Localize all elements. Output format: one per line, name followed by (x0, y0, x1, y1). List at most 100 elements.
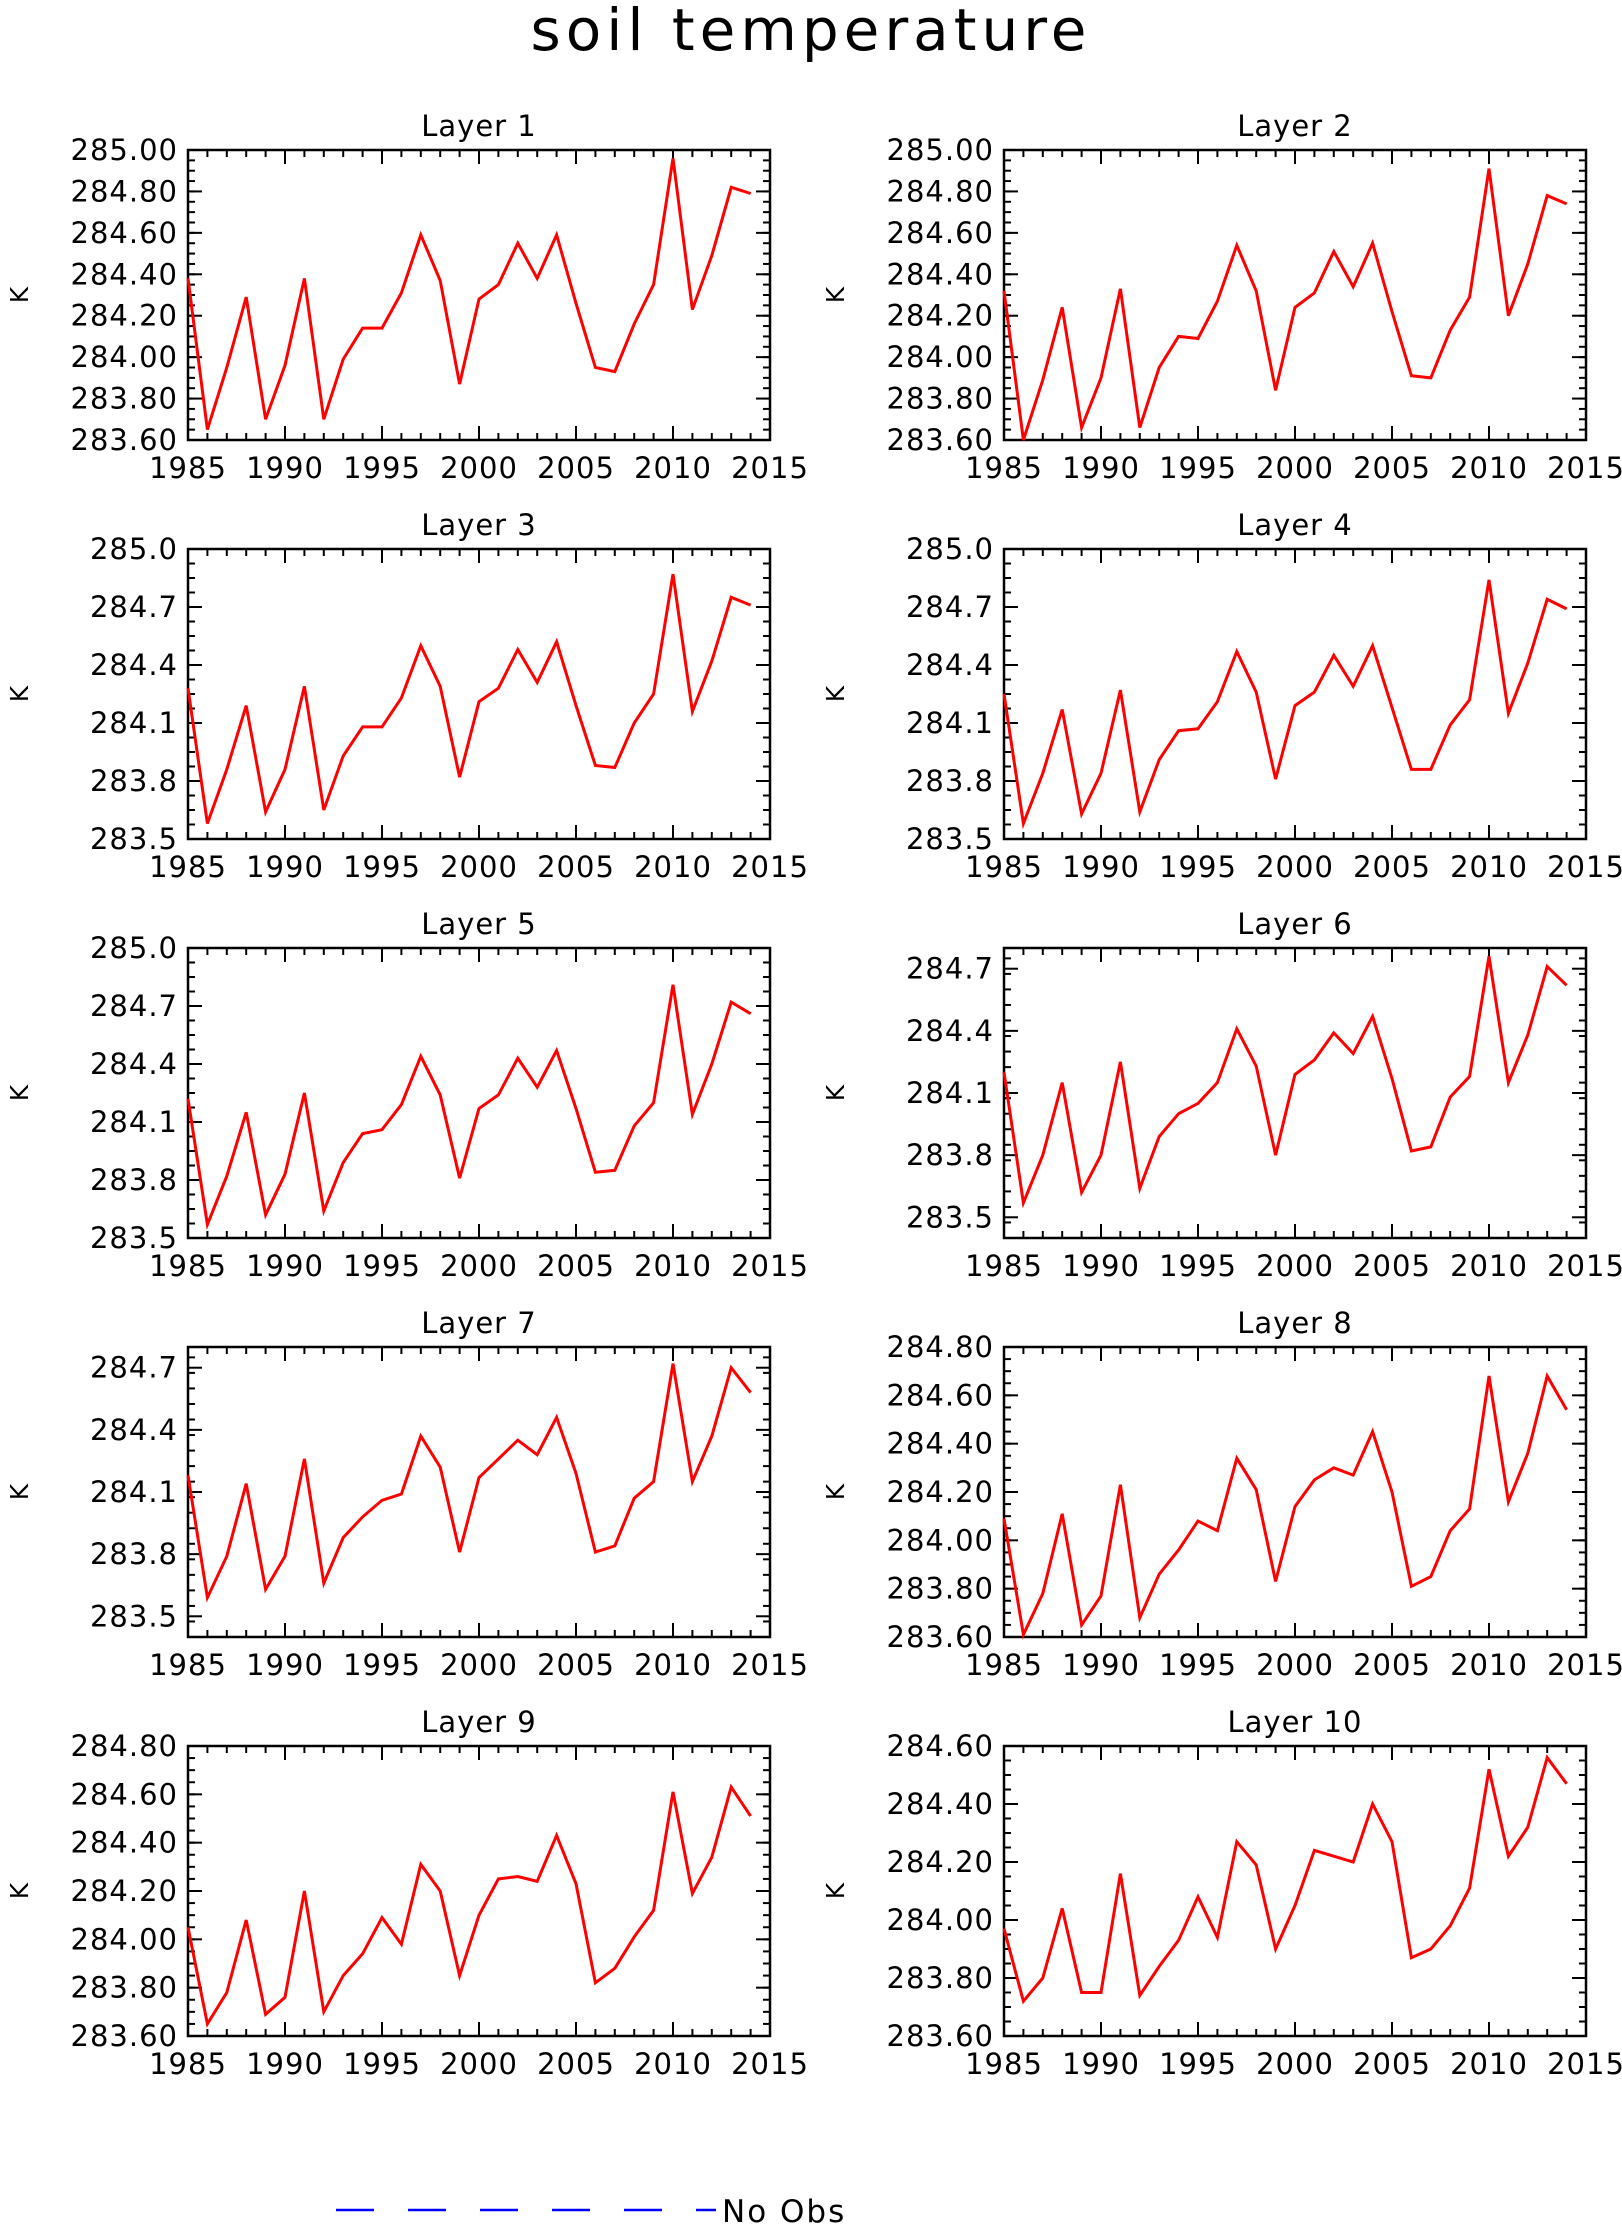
x-tick-label: 1985 (149, 1249, 227, 1283)
series-line-layer-10 (1002, 1754, 1568, 2005)
panel-layer-6: Layer 6 K 1985 1990 1995 2000 2005 2010 2015 283.… (821, 907, 1622, 1283)
x-tick-label: 2005 (1353, 451, 1431, 485)
panel-layer-2: Layer 2 K 1985 1990 1995 2000 2005 2010 2015 283.… (821, 109, 1622, 485)
y-tick-label: 285.0 (906, 532, 994, 566)
y-tick-label: 284.60 (887, 216, 994, 250)
y-tick-label: 284.80 (71, 1729, 178, 1763)
x-tick-label: 2015 (1547, 1249, 1622, 1283)
y-tick-label: 283.8 (906, 1138, 994, 1172)
x-tick-label: 1990 (246, 850, 324, 884)
y-tick-label: 284.80 (71, 174, 178, 208)
x-tick-label: 1990 (1062, 1648, 1140, 1682)
y-tick-label: 283.60 (887, 2019, 994, 2053)
x-tick-label: 1995 (343, 1648, 421, 1682)
x-tick-label: 2015 (731, 451, 809, 485)
y-tick-label: 284.00 (887, 340, 994, 374)
panel-layer-5: Layer 5 K 1985 1990 1995 2000 2005 2010 2015 283.… (5, 907, 809, 1283)
x-tick-label: 2015 (731, 1249, 809, 1283)
figure-title: soil temperature (531, 0, 1092, 64)
x-tick-label: 1990 (246, 1648, 324, 1682)
x-tick-label: 2015 (1547, 2047, 1622, 2081)
x-tick-label: 1985 (149, 2047, 227, 2081)
x-tick-label: 1995 (1159, 1249, 1237, 1283)
panel-layer-1: Layer 1 K 1985 1990 1995 2000 2005 2010 2015 283.… (5, 109, 809, 485)
panel-title-layer-7: Layer 7 (421, 1306, 537, 1340)
x-tick-label: 1995 (343, 451, 421, 485)
y-tick-label: 284.20 (71, 299, 178, 333)
x-tick-label: 2000 (440, 2047, 518, 2081)
y-tick-label: 285.0 (90, 931, 178, 965)
y-tick-label: 283.8 (90, 1163, 178, 1197)
y-tick-label: 284.00 (887, 1903, 994, 1937)
y-tick-label: 283.60 (887, 1620, 994, 1654)
x-tick-label: 2010 (634, 2047, 712, 2081)
x-tick-label: 2000 (1256, 850, 1334, 884)
x-tick-label: 1985 (965, 1648, 1043, 1682)
x-tick-label: 1995 (343, 1249, 421, 1283)
y-tick-label: 284.1 (906, 1076, 994, 1110)
y-tick-label: 284.80 (887, 174, 994, 208)
panel-layer-7: Layer 7 K 1985 1990 1995 2000 2005 2010 2015 283.… (5, 1306, 809, 1682)
y-tick-label: 284.40 (887, 257, 994, 291)
panel-title-layer-4: Layer 4 (1237, 508, 1353, 542)
y-axis-label: K (5, 1084, 34, 1101)
x-tick-label: 2000 (1256, 2047, 1334, 2081)
y-tick-label: 284.7 (90, 590, 178, 624)
y-tick-label: 284.60 (71, 1777, 178, 1811)
y-tick-label: 283.5 (906, 1200, 994, 1234)
y-tick-label: 283.80 (71, 382, 178, 416)
y-tick-label: 284.40 (71, 257, 178, 291)
series-line-layer-8 (1002, 1372, 1568, 1640)
y-tick-label: 284.7 (906, 590, 994, 624)
x-tick-label: 2015 (731, 1648, 809, 1682)
y-tick-label: 284.00 (71, 340, 178, 374)
x-tick-label: 1985 (149, 451, 227, 485)
x-tick-label: 2005 (537, 2047, 615, 2081)
x-tick-label: 2010 (1450, 1249, 1528, 1283)
y-tick-label: 284.20 (887, 1845, 994, 1879)
y-tick-label: 284.7 (906, 952, 994, 986)
y-axis-label: K (821, 1084, 850, 1101)
x-tick-label: 1995 (1159, 451, 1237, 485)
x-tick-label: 2010 (1450, 2047, 1528, 2081)
x-tick-label: 2005 (537, 1648, 615, 1682)
x-tick-label: 1985 (149, 1648, 227, 1682)
series-line-layer-5 (186, 984, 752, 1231)
x-tick-label: 2000 (1256, 1249, 1334, 1283)
y-tick-label: 283.5 (906, 822, 994, 856)
panel-layer-3: Layer 3 K 1985 1990 1995 2000 2005 2010 2015 283.… (5, 508, 809, 884)
x-tick-label: 2010 (634, 1648, 712, 1682)
y-tick-label: 283.80 (887, 1572, 994, 1606)
x-tick-label: 1995 (343, 2047, 421, 2081)
y-tick-label: 284.60 (887, 1378, 994, 1412)
x-tick-label: 2005 (537, 1249, 615, 1283)
x-tick-label: 2010 (1450, 1648, 1528, 1682)
x-tick-label: 1990 (1062, 451, 1140, 485)
series-line-layer-9 (186, 1783, 752, 2028)
plot-frame (1002, 148, 1588, 442)
x-tick-label: 2010 (634, 451, 712, 485)
y-tick-label: 284.1 (906, 706, 994, 740)
x-tick-label: 1990 (1062, 2047, 1140, 2081)
x-tick-label: 2000 (440, 1648, 518, 1682)
x-tick-label: 2005 (1353, 850, 1431, 884)
panel-layer-4: Layer 4 K 1985 1990 1995 2000 2005 2010 2015 283.… (821, 508, 1622, 884)
x-tick-label: 1985 (965, 2047, 1043, 2081)
y-tick-label: 284.1 (90, 706, 178, 740)
panel-title-layer-10: Layer 10 (1228, 1705, 1363, 1739)
x-tick-label: 2015 (731, 850, 809, 884)
y-tick-label: 284.20 (887, 1475, 994, 1509)
panel-title-layer-8: Layer 8 (1237, 1306, 1353, 1340)
panel-title-layer-3: Layer 3 (421, 508, 537, 542)
y-axis-label: K (821, 1483, 850, 1500)
plot-frame (186, 547, 772, 841)
y-tick-label: 284.1 (90, 1105, 178, 1139)
panel-title-layer-6: Layer 6 (1237, 907, 1353, 941)
x-tick-label: 2000 (1256, 451, 1334, 485)
x-tick-label: 2000 (1256, 1648, 1334, 1682)
y-tick-label: 283.8 (90, 1537, 178, 1571)
y-tick-label: 283.80 (887, 1961, 994, 1995)
y-tick-label: 284.40 (887, 1787, 994, 1821)
y-tick-label: 284.60 (71, 216, 178, 250)
x-tick-label: 2015 (1547, 1648, 1622, 1682)
